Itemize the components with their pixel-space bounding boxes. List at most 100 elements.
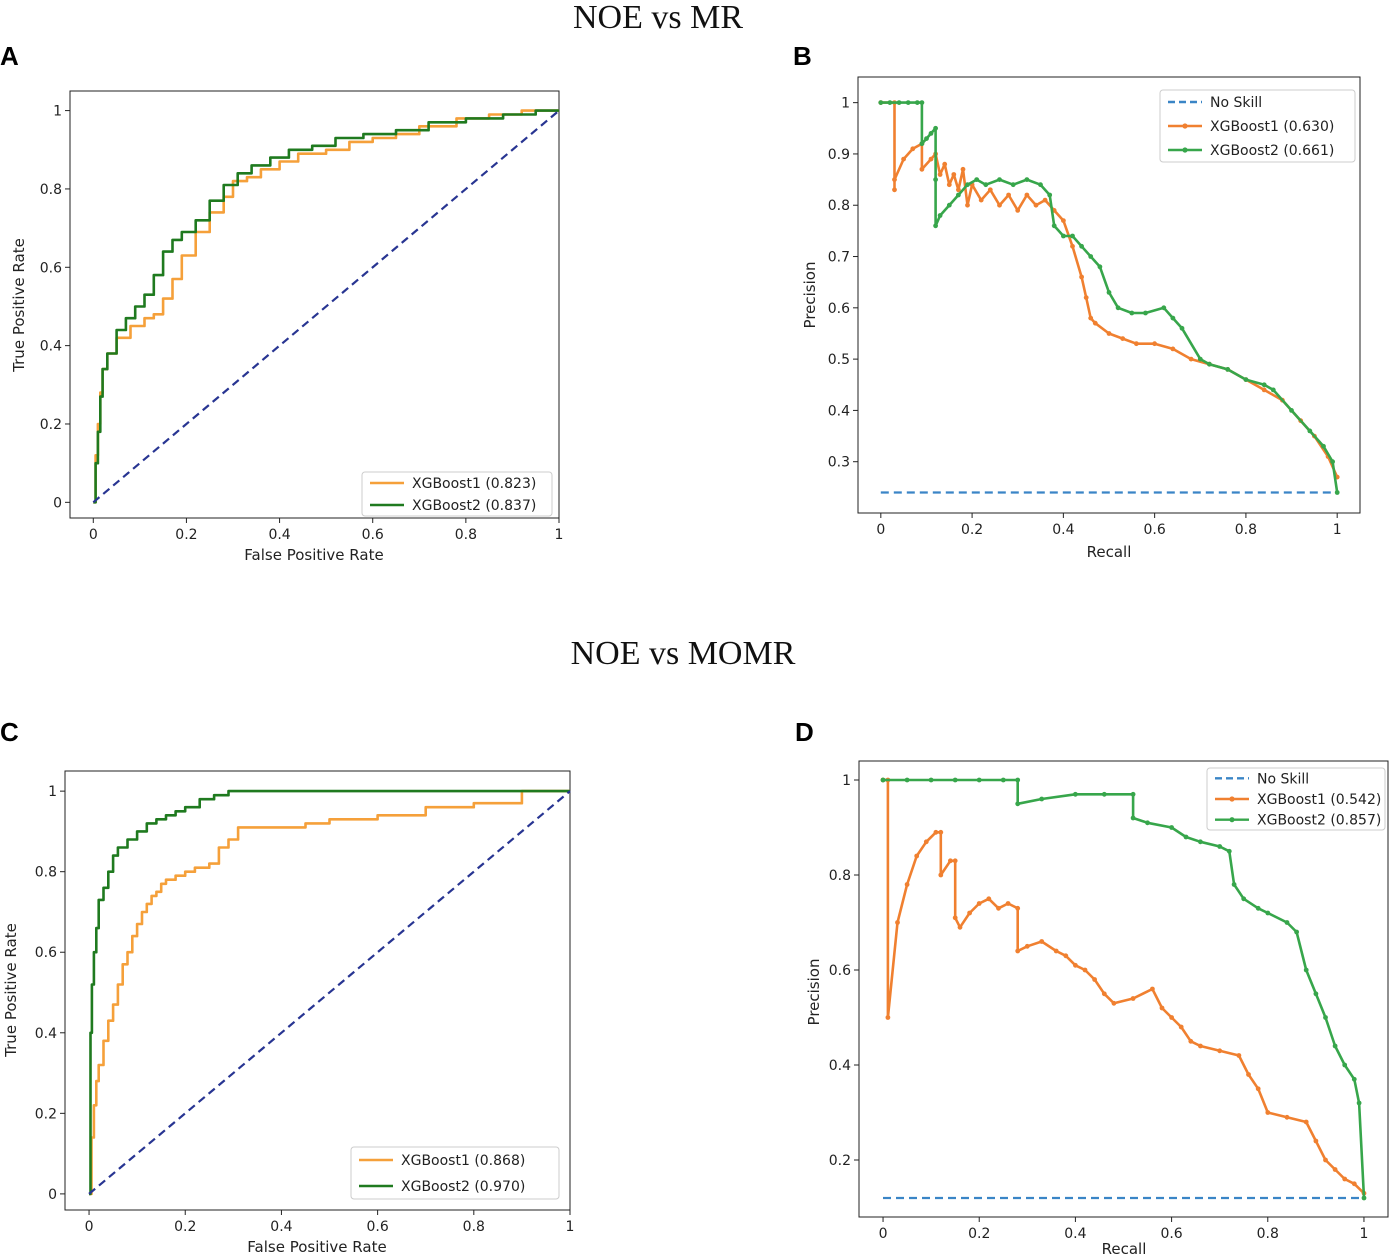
series-point: [1015, 948, 1021, 954]
series-point: [1361, 1195, 1367, 1201]
series-point: [974, 177, 980, 183]
series-point: [1217, 844, 1223, 849]
chart-panel-c: 0 0.2 0.4 0.6 0.8 1 0 0.2 0.4 0.6 0.8 1 False Positi…: [2, 770, 574, 1256]
series-point: [1159, 1005, 1165, 1011]
series-point: [987, 187, 993, 193]
series-point: [1255, 905, 1261, 911]
legend-label: XGBoost1 (0.542): [1257, 792, 1381, 808]
series-point: [1330, 459, 1335, 465]
y-tick-label: 0.2: [829, 1153, 851, 1169]
series-point: [1334, 490, 1340, 495]
series-point: [1061, 233, 1066, 239]
panel-letter-a: A: [0, 41, 19, 71]
chart-panel-d: 0 0.2 0.4 0.6 0.8 1 0.2 0.4 0.6 0.8 1 Recall Precisi…: [805, 760, 1389, 1257]
series-point: [905, 100, 911, 105]
x-tick-label: 0.8: [1257, 1226, 1279, 1242]
series-point: [1115, 305, 1121, 311]
series-point: [952, 858, 958, 864]
series-point: [1261, 382, 1267, 388]
series-point: [1178, 1024, 1184, 1030]
y-axis-label: True Positive Rate: [10, 238, 28, 373]
series-point: [978, 197, 984, 203]
legend-box-b: [1159, 89, 1356, 163]
series-point: [928, 156, 934, 162]
series-point: [1188, 1038, 1194, 1044]
series-point: [1225, 367, 1231, 372]
series-point: [1332, 1167, 1338, 1172]
y-tick-label: 0.8: [35, 865, 57, 881]
x-tick-label: 0.2: [175, 527, 197, 543]
x-tick-label: 0: [879, 1226, 888, 1242]
series-point: [967, 910, 972, 916]
y-axis-label: True Positive Rate: [2, 923, 20, 1058]
x-tick-label: 0: [89, 527, 98, 543]
y-tick-label: 0.4: [40, 339, 62, 355]
legend-marker: [1229, 817, 1235, 823]
series-line-chance: [92, 109, 560, 504]
series-point: [1073, 962, 1078, 968]
series-point: [957, 924, 963, 930]
plot-frame-c: [64, 770, 571, 1211]
y-tick-label: 1: [53, 104, 62, 120]
series-point: [1261, 387, 1267, 393]
y-tick-label: 1: [48, 784, 57, 800]
series-point: [938, 872, 944, 878]
series-point: [1130, 996, 1136, 1001]
panel-letter-d: D: [795, 717, 814, 747]
legend-marker: [1182, 147, 1188, 153]
series-point: [1051, 223, 1057, 229]
legend-label: XGBoost1 (0.823): [412, 476, 536, 492]
series-point: [1106, 331, 1112, 336]
series-point: [892, 187, 897, 193]
y-tick-label: 0.5: [828, 352, 850, 368]
series-point: [946, 182, 952, 188]
legend-label: XGBoost1 (0.868): [401, 1153, 525, 1169]
series-point: [976, 901, 982, 906]
series-point: [1284, 1114, 1290, 1120]
series-point: [1070, 243, 1075, 249]
y-tick-label: 0.2: [40, 417, 62, 433]
series-point: [1063, 953, 1069, 959]
y-tick-label: 0.7: [828, 250, 850, 266]
legend-marker: [1182, 123, 1188, 129]
series-point: [983, 182, 989, 188]
series-point: [1033, 202, 1039, 208]
series-point: [1010, 182, 1016, 188]
series-point: [1015, 801, 1021, 807]
series-point: [904, 882, 910, 887]
series-point: [1217, 1048, 1223, 1054]
series-point: [1243, 377, 1249, 382]
series-point: [1015, 208, 1021, 213]
legend-label: XGBoost2 (0.857): [1257, 813, 1381, 829]
x-axis-label: Recall: [1087, 543, 1132, 561]
y-tick-label: 0.6: [40, 260, 62, 276]
series-point: [928, 777, 934, 783]
series-point: [1079, 243, 1084, 249]
series-point: [914, 100, 920, 105]
x-axis-label: Recall: [1102, 1240, 1147, 1257]
series-point: [1161, 305, 1167, 311]
series-point: [1024, 192, 1030, 198]
series-point: [1231, 882, 1237, 887]
plot-frame-a: [69, 90, 560, 519]
series-point: [1150, 986, 1155, 992]
series-point: [910, 146, 916, 152]
series-point: [1270, 387, 1276, 393]
x-tick-label: 0.4: [1064, 1226, 1086, 1242]
series-point: [1289, 408, 1294, 413]
series-point: [923, 839, 929, 845]
y-tick-label: 0.4: [829, 1058, 851, 1074]
series-point: [956, 192, 961, 198]
x-tick-label: 1: [1359, 1226, 1368, 1242]
series-point: [885, 1015, 891, 1020]
series-point: [1332, 1043, 1338, 1049]
series-point: [1101, 791, 1107, 797]
series-point: [1015, 777, 1021, 783]
series-line-chance: [88, 790, 571, 1195]
series-point: [1323, 1157, 1328, 1163]
series-point: [1255, 1086, 1261, 1092]
series-point: [1356, 1100, 1362, 1106]
series-point: [952, 915, 958, 921]
series-point: [933, 125, 938, 131]
series-point: [976, 777, 982, 783]
